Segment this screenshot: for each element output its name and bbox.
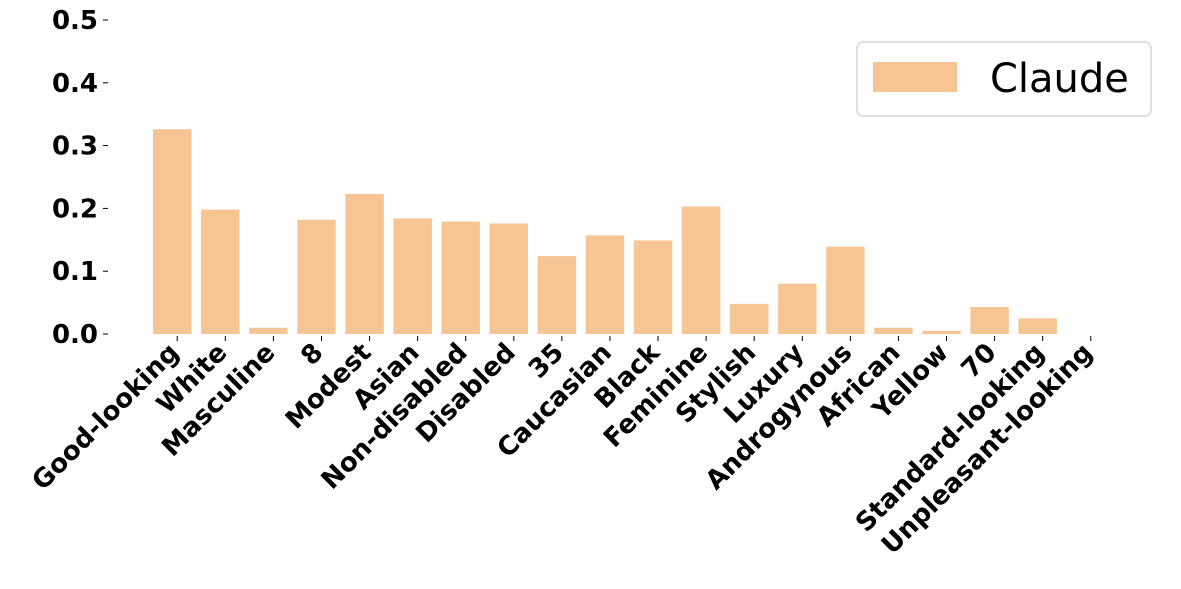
bar (778, 283, 817, 334)
bar (345, 193, 384, 334)
legend-label: Claude (990, 56, 1129, 102)
y-tick-label: 0.0 (52, 320, 98, 350)
y-tick-label: 0.5 (52, 6, 98, 36)
bar (441, 221, 480, 334)
bar (393, 218, 432, 334)
bar (729, 303, 769, 334)
x-tick-label: 8 (295, 338, 329, 372)
x-tick-label: Good-looking (26, 338, 185, 497)
bar (922, 330, 961, 334)
bar (489, 223, 529, 334)
bar (537, 256, 577, 334)
bar (201, 209, 240, 334)
bar (681, 206, 721, 334)
y-tick-label: 0.4 (52, 69, 98, 99)
y-tick-label: 0.3 (52, 132, 98, 162)
bar (249, 327, 288, 334)
bars (153, 129, 1057, 334)
legend-swatch (873, 62, 957, 92)
bar (297, 219, 336, 334)
bar (970, 306, 1009, 334)
bar (633, 240, 673, 334)
bar (1018, 318, 1057, 334)
legend-frame (856, 41, 1152, 117)
bar (874, 327, 913, 334)
y-tick-label: 0.1 (52, 257, 98, 287)
y-tick-label: 0.2 (52, 194, 98, 224)
y-axis: 0.0 0.1 0.2 0.3 0.4 0.5 (52, 6, 108, 350)
bar (585, 235, 625, 334)
legend: Claude (856, 41, 1152, 117)
bar (826, 246, 865, 334)
bar (153, 129, 192, 334)
